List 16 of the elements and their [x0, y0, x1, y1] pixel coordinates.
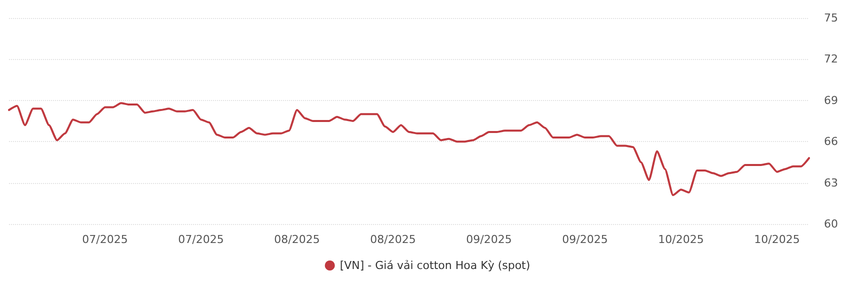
y-tick-label: 66	[824, 135, 838, 148]
x-tick-label: 07/2025	[82, 233, 128, 246]
x-tick-label: 10/2025	[658, 233, 704, 246]
y-tick-label: 69	[824, 94, 838, 107]
x-tick-label: 08/2025	[370, 233, 416, 246]
x-tick-label: 07/2025	[178, 233, 224, 246]
x-tick-label: 08/2025	[274, 233, 320, 246]
y-tick-label: 63	[824, 176, 838, 190]
y-tick-label: 75	[824, 12, 838, 24]
y-tick-label: 72	[824, 52, 838, 66]
x-tick-label: 09/2025	[562, 233, 608, 246]
y-tick-label: 60	[824, 218, 838, 230]
x-tick-label: 10/2025	[754, 233, 800, 246]
x-tick-label: 09/2025	[466, 233, 512, 246]
legend-label: [VN] - Giá vải cotton Hoa Kỳ (spot)	[340, 259, 530, 272]
line-series	[8, 102, 810, 196]
